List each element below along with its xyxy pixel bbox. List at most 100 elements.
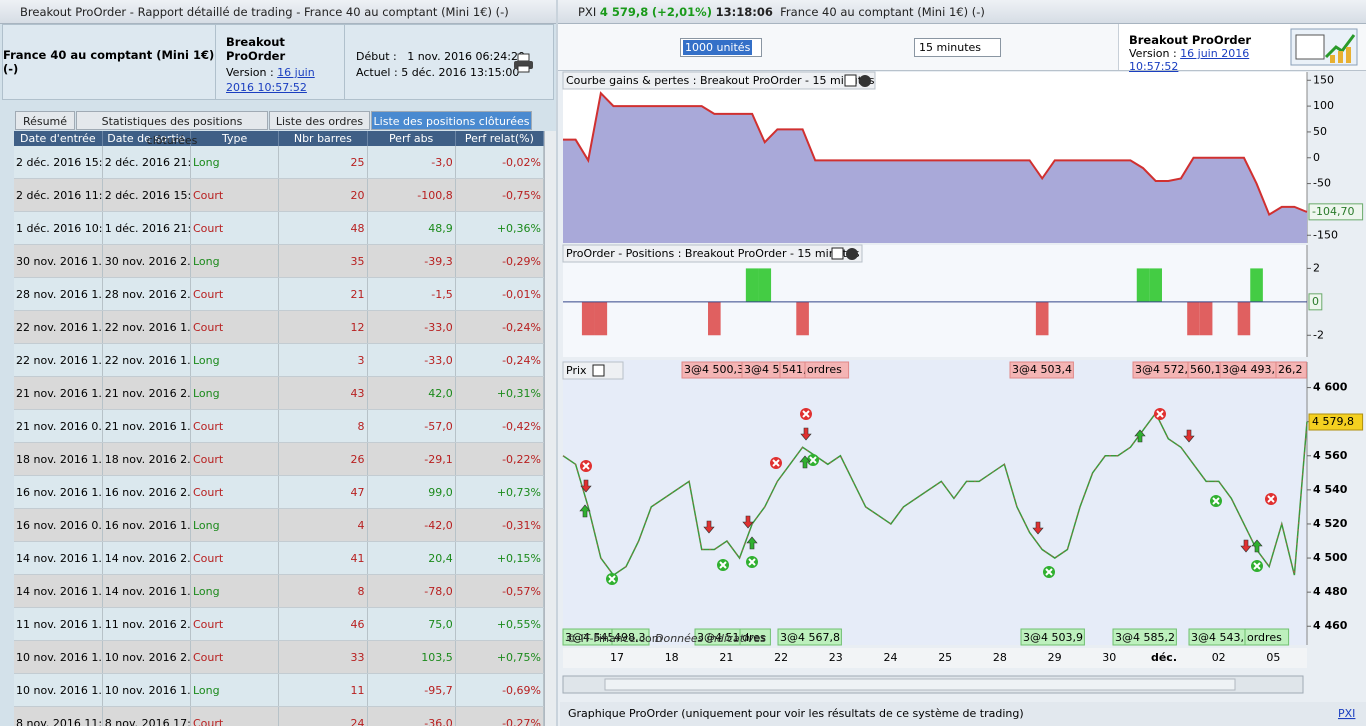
tab[interactable]: Liste des positions clôturées: [371, 111, 532, 130]
table-cell: 22 nov. 2016 1...: [14, 343, 103, 377]
order-label: 3@4 503,9: [1023, 631, 1083, 644]
table-cell: 2 déc. 2016 15:...: [102, 178, 192, 212]
table-cell: -33,0: [367, 343, 456, 377]
timeframe: 15 minutes: [919, 41, 982, 54]
position-bar: [1199, 301, 1213, 336]
x-tick-label: 22: [774, 651, 788, 664]
table-cell: +0,73%: [455, 475, 545, 509]
positions-table: Date d'entréeDate de sortieTypeNbr barre…: [14, 131, 545, 726]
column-header: Nbr barres: [278, 131, 368, 146]
table-cell: 21 nov. 2016 2...: [102, 376, 192, 410]
version-link[interactable]: 16 juin 2016 10:57:52: [1129, 47, 1250, 73]
trade-arrow: [799, 455, 811, 469]
table-row: 21 nov. 2016 1... 21 nov. 2016 2... Long 43…: [14, 376, 545, 410]
order-label: 3@4 567,8: [780, 631, 840, 644]
timeframe-select[interactable]: 15 minutes: [914, 38, 1001, 57]
table-cell: 103,5: [367, 640, 456, 674]
panel-icon[interactable]: [592, 364, 605, 377]
table-cell: 48,9: [367, 211, 456, 245]
table-cell: Court: [190, 706, 280, 726]
table-cell: 22 nov. 2016 1...: [102, 343, 192, 377]
order-label: 3@4 543,8: [1191, 631, 1251, 644]
y-tick-label: 100: [1313, 99, 1334, 112]
x-tick-label: 28: [993, 651, 1007, 664]
table-cell: 10 nov. 2016 1...: [14, 640, 103, 674]
actuel-label: Actuel :: [356, 66, 398, 79]
table-cell: 2 déc. 2016 21:...: [102, 146, 192, 179]
print-icon[interactable]: [513, 53, 535, 73]
order-label-bg: [1112, 628, 1177, 646]
current-value-bg: [1308, 203, 1364, 221]
instrument: France 40 au comptant (Mini 1€) (-): [3, 48, 215, 76]
y-tick-label: 4 480: [1313, 585, 1348, 598]
y-tick-label: 0: [1313, 151, 1320, 164]
y-tick-label: -2: [1313, 328, 1324, 341]
table-cell: 28 nov. 2016 1...: [14, 277, 103, 311]
table-cell: -0,29%: [455, 244, 545, 278]
table-row: 2 déc. 2016 15:...2 déc. 2016 21:...Long…: [14, 146, 545, 179]
chart-window: PXI 4 579,8 (+2,01%) 13:18:06 France 40 …: [558, 0, 1366, 726]
table-cell: +0,75%: [455, 640, 545, 674]
source: © IT-Finance.com: [566, 632, 663, 645]
table-cell: 42,0: [367, 376, 456, 410]
report-icon[interactable]: [1290, 27, 1360, 67]
trade-marker-cross: [1212, 497, 1220, 505]
x-tick-label: déc.: [1151, 651, 1177, 664]
panel-close[interactable]: [846, 248, 858, 260]
actuel: Actuel : 5 déc. 2016 13:15:00: [356, 65, 525, 81]
order-label-bg: [1275, 361, 1307, 379]
table-cell: 14 nov. 2016 1...: [14, 574, 103, 608]
status-link[interactable]: PXI: [1338, 707, 1355, 720]
tab[interactable]: Liste des ordres: [269, 111, 370, 130]
table-cell: -0,27%: [455, 706, 545, 726]
table-cell: 30 nov. 2016 2...: [102, 244, 192, 278]
table-cell: 48: [278, 211, 368, 245]
table-cell: 20,4: [367, 541, 456, 575]
x-axis-bg: [563, 648, 1307, 668]
table-body: 2 déc. 2016 15:...2 déc. 2016 21:... Long…: [14, 146, 545, 726]
version-label: Version :: [1129, 47, 1177, 60]
version-link[interactable]: 16 juin 2016 10:57:52: [226, 66, 315, 94]
table-cell: 18 nov. 2016 2...: [102, 442, 192, 476]
tab[interactable]: Résumé: [15, 111, 75, 130]
scrollbar[interactable]: [544, 131, 556, 726]
current-value: -104,70: [1312, 205, 1354, 218]
table-cell: -39,3: [367, 244, 456, 278]
order-label: 3@4 545,3: [565, 631, 625, 644]
table-cell: Long: [190, 244, 280, 278]
tab[interactable]: Statistiques des positions clôturées: [76, 111, 268, 147]
trade-arrow: [800, 427, 812, 441]
table-row: 16 nov. 2016 0... 16 nov. 2016 1... Long 4-…: [14, 508, 545, 542]
report-window: Breakout ProOrder - Rapport détaillé de …: [0, 0, 556, 726]
table-cell: 46: [278, 607, 368, 641]
table-cell: 21 nov. 2016 1...: [102, 409, 192, 443]
table-cell: 99,0: [367, 475, 456, 509]
table-cell: Court: [190, 211, 280, 245]
table-row: 11 nov. 2016 1... 11 nov. 2016 2... Court 4…: [14, 607, 545, 641]
table-cell: 11 nov. 2016 1...: [14, 607, 103, 641]
panel-icon[interactable]: [831, 247, 844, 260]
order-label: 498,3: [614, 631, 646, 644]
column-header: Type: [190, 131, 280, 146]
order-label-bg: [1020, 628, 1085, 646]
table-cell: -78,0: [367, 574, 456, 608]
table-cell: -57,0: [367, 409, 456, 443]
quantity-select[interactable]: 1000 unités: [680, 38, 762, 57]
panel-close[interactable]: [859, 75, 871, 87]
column-header: Perf abs: [367, 131, 456, 146]
table-cell: Long: [190, 343, 280, 377]
scroll-thumb[interactable]: [604, 678, 1236, 691]
table-row: 30 nov. 2016 1... 30 nov. 2016 2... Long 35…: [14, 244, 545, 278]
x-tick-label: 02: [1212, 651, 1226, 664]
trade-marker-cross: [802, 410, 810, 418]
table-cell: 43: [278, 376, 368, 410]
quantity: 1000 unités: [683, 40, 753, 55]
order-label-bg: [777, 628, 842, 646]
panel-bg: [563, 245, 1307, 357]
panel-icon[interactable]: [844, 74, 857, 87]
version: Version : 16 juin 2016 10:57:52: [1129, 47, 1290, 73]
x-tick-label: 29: [1048, 651, 1062, 664]
table-cell: 1 déc. 2016 21:...: [102, 211, 192, 245]
x-tick-label: 25: [938, 651, 952, 664]
